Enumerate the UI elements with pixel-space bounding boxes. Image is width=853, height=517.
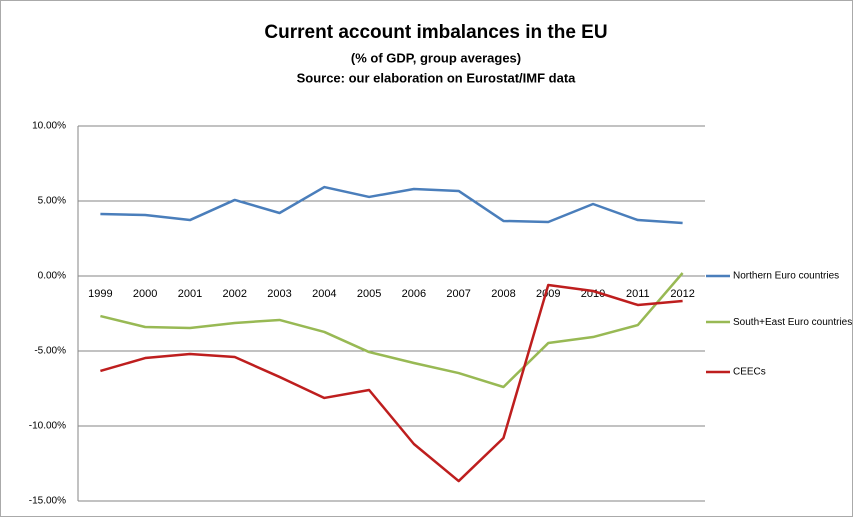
y-tick-label: -5.00% — [34, 346, 66, 357]
y-tick-label: -10.00% — [29, 421, 66, 432]
x-tick-label: 2004 — [312, 288, 336, 300]
y-tick-label: 0.00% — [38, 271, 66, 282]
x-tick-label: 2005 — [357, 288, 381, 300]
x-tick-label: 2006 — [402, 288, 426, 300]
y-tick-label: 10.00% — [32, 121, 66, 132]
x-tick-label: 2002 — [223, 288, 247, 300]
x-tick-label: 1999 — [88, 288, 112, 300]
x-tick-label: 2011 — [626, 288, 650, 300]
series-line — [100, 272, 684, 389]
y-tick-label: 5.00% — [38, 196, 66, 207]
series-line — [100, 185, 683, 225]
x-tick-label: 2003 — [267, 288, 291, 300]
x-tick-label: 2008 — [491, 288, 515, 300]
legend-label: Northern Euro countries — [733, 271, 839, 282]
x-tick-label: 2001 — [178, 288, 202, 300]
chart-subtitle: Source: our elaboration on Eurostat/IMF … — [297, 70, 577, 85]
series-line — [100, 283, 683, 483]
x-tick-label: 2009 — [536, 288, 560, 300]
x-tick-label: 2000 — [133, 288, 157, 300]
x-tick-label: 2012 — [670, 288, 694, 300]
y-tick-label: -15.00% — [29, 496, 66, 507]
chart-subtitle: (% of GDP, group averages) — [351, 50, 521, 65]
x-tick-label: 2007 — [446, 288, 470, 300]
chart-title: Current account imbalances in the EU — [264, 22, 607, 43]
legend-label: CEECs — [733, 367, 766, 378]
legend-label: South+East Euro countries — [733, 317, 852, 328]
